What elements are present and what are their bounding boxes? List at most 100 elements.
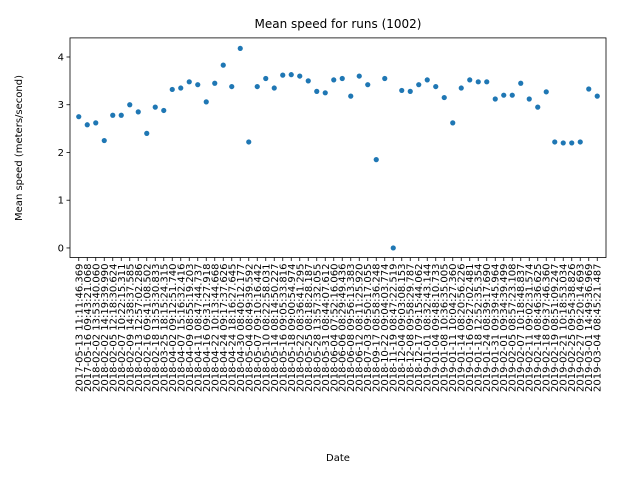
x-tick-label: 2018-10-22 09:04:03.774 <box>380 264 391 392</box>
point <box>178 85 184 91</box>
y-tick-label: 0 <box>58 243 64 254</box>
point <box>229 83 235 90</box>
x-tick-label: 2019-01-04 09:48:10.733 <box>431 264 442 392</box>
chart-title: Mean speed for runs (1002) <box>254 17 421 31</box>
point <box>560 140 566 146</box>
x-tick-label: 2018-04-11 08:47:44.737 <box>193 264 204 392</box>
point <box>390 245 396 251</box>
x-tick-label: 2018-05-25 08:18:28.187 <box>304 264 315 392</box>
point <box>450 120 456 126</box>
x-tick-label: 2019-02-25 09:54:38.826 <box>567 264 578 392</box>
x-tick-label: 2019-02-07 10:18:48.837 <box>516 264 527 392</box>
x-tick-label: 2018-02-09 14:38:37.585 <box>125 264 136 392</box>
x-tick-label: 2018-06-06 08:29:49.436 <box>338 264 349 392</box>
point <box>314 88 320 94</box>
point <box>127 102 133 108</box>
x-tick-label: 2019-01-08 10:36:35.005 <box>440 264 451 392</box>
x-tick-label: 2018-09-17 08:58:36.248 <box>372 264 383 392</box>
x-tick-label: 2018-04-22 10:13:44.668 <box>210 264 221 392</box>
x-tick-label: 2017-05-16 09:43:21.068 <box>83 264 94 392</box>
y-tick-label: 1 <box>58 196 64 207</box>
point <box>552 139 558 145</box>
x-tick-label: 2019-02-21 10:18:53.034 <box>559 264 570 392</box>
x-tick-label: 2018-02-16 09:41:08.502 <box>142 264 153 392</box>
y-tick-label: 2 <box>58 148 64 159</box>
point <box>569 140 575 146</box>
point <box>484 79 490 85</box>
x-tick-label: 2019-01-31 09:39:45.964 <box>491 264 502 392</box>
x-tick-label: 2018-07-03 09:50:17.055 <box>363 264 374 392</box>
point <box>152 104 158 110</box>
point <box>322 90 328 96</box>
point <box>76 114 82 120</box>
x-tick-label: 2018-02-07 10:22:15.311 <box>117 264 128 392</box>
point <box>433 83 439 90</box>
point <box>212 80 218 86</box>
point <box>254 83 260 90</box>
x-tick-label: 2018-05-04 08:49:39.592 <box>244 264 255 392</box>
point <box>246 139 252 145</box>
x-tick-label: 2019-01-16 09:27:02.481 <box>465 264 476 392</box>
point <box>373 157 379 163</box>
x-tick-label: 2018-12-17 09:15:44.062 <box>414 264 425 392</box>
x-tick-label: 2018-03-25 18:15:24.315 <box>159 264 170 392</box>
point <box>339 75 345 82</box>
point <box>365 82 371 88</box>
x-tick-label: 2018-02-18 13:53:30.833 <box>151 264 162 392</box>
x-tick-label: 2019-02-18 09:37:46.360 <box>542 264 553 392</box>
x-tick-label: 2019-02-19 08:51:09.247 <box>550 264 561 392</box>
x-tick-label: 2018-12-04 09:03:08.153 <box>397 264 408 392</box>
x-tick-label: 2018-06-04 07:52:16.060 <box>329 264 340 392</box>
x-tick-label: 2018-06-12 08:11:25.920 <box>355 264 366 392</box>
x-tick-label: 2019-02-11 09:02:31.574 <box>525 264 536 392</box>
point <box>271 85 277 91</box>
point <box>93 120 99 126</box>
point <box>577 139 583 145</box>
point <box>169 86 175 93</box>
x-axis-label: Date <box>326 453 350 464</box>
x-tick-label: 2018-04-30 08:40:12.177 <box>236 264 247 392</box>
x-tick-label: 2017-05-13 11:11:46.369 <box>74 264 85 392</box>
x-tick-label: 2018-11-19 08:47:22.519 <box>389 264 400 392</box>
point <box>348 93 354 99</box>
x-tick-label: 2018-04-07 15:16:32.416 <box>176 264 187 392</box>
point <box>399 87 405 94</box>
x-tick-label: 2019-03-04 08:45:21.487 <box>593 264 604 392</box>
point <box>305 78 311 84</box>
x-tick-label: 2018-05-07 09:10:16.442 <box>253 264 264 392</box>
x-tick-label: 2019-02-27 09:20:14.693 <box>576 264 587 392</box>
x-tick-label: 2019-01-11 10:04:27.360 <box>448 264 459 392</box>
point <box>297 73 303 79</box>
x-tick-label: 2018-02-05 12:18:30.624 <box>108 264 119 392</box>
x-tick-label: 2019-03-01 14:49:36.969 <box>584 264 595 392</box>
point <box>101 137 107 144</box>
y-tick-label: 3 <box>58 100 64 111</box>
point <box>288 72 294 78</box>
point <box>144 130 150 136</box>
x-tick-label: 2018-02-02 13:53:40.060 <box>91 264 102 392</box>
point <box>416 82 422 88</box>
y-tick-label: 4 <box>58 52 64 63</box>
point <box>594 93 600 99</box>
point <box>263 75 269 82</box>
point <box>467 77 473 83</box>
x-tick-label: 2019-02-05 08:57:23.108 <box>508 264 519 392</box>
x-tick-label: 2018-05-10 08:22:58.031 <box>261 264 272 392</box>
x-tick-label: 2018-05-22 08:36:41.295 <box>295 264 306 392</box>
point <box>203 99 209 105</box>
x-tick-label: 2019-01-14 08:20:56.226 <box>457 264 468 392</box>
point <box>458 85 464 91</box>
point <box>280 72 286 78</box>
point <box>586 86 592 92</box>
point <box>526 96 532 102</box>
point <box>237 45 243 52</box>
point <box>220 62 226 68</box>
point <box>509 92 515 98</box>
x-tick-label: 2018-04-16 09:31:27.918 <box>202 264 213 392</box>
point <box>382 75 388 82</box>
point <box>161 107 167 114</box>
plot-frame <box>69 37 607 258</box>
x-tick-label: 2018-04-02 09:12:51.740 <box>168 264 179 392</box>
point <box>441 94 447 101</box>
